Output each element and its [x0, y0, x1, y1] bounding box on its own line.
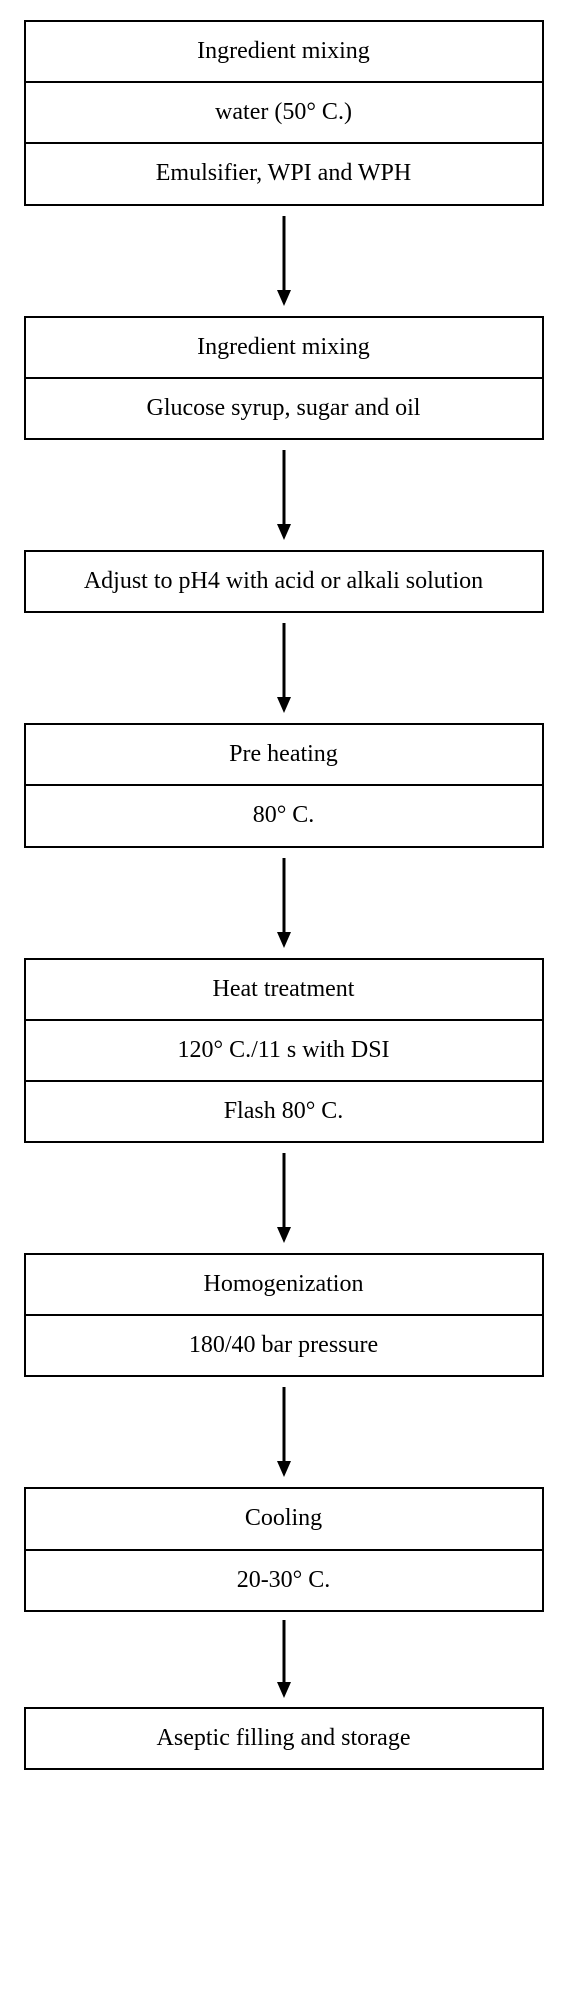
step-row: 20-30° C.: [26, 1551, 542, 1610]
arrow-down-icon: [274, 848, 294, 958]
step-row: Homogenization: [26, 1255, 542, 1316]
step-row: Aseptic filling and storage: [26, 1709, 542, 1768]
step-row: Flash 80° C.: [26, 1082, 542, 1141]
step-block: Pre heating 80° C.: [24, 723, 544, 847]
step-row: Ingredient mixing: [26, 318, 542, 379]
step-block: Homogenization 180/40 bar pressure: [24, 1253, 544, 1377]
step-block: Adjust to pH4 with acid or alkali soluti…: [24, 550, 544, 613]
step-row: Heat treatment: [26, 960, 542, 1021]
process-flowchart: Ingredient mixing water (50° C.) Emulsif…: [24, 20, 544, 1770]
step-row: 180/40 bar pressure: [26, 1316, 542, 1375]
step-block: Ingredient mixing water (50° C.) Emulsif…: [24, 20, 544, 206]
step-block: Aseptic filling and storage: [24, 1707, 544, 1770]
arrow-down-icon: [274, 1612, 294, 1707]
step-row: Glucose syrup, sugar and oil: [26, 379, 542, 438]
arrow-down-icon: [274, 206, 294, 316]
step-row: water (50° C.): [26, 83, 542, 144]
arrow-down-icon: [274, 1377, 294, 1487]
step-row: 120° C./11 s with DSI: [26, 1021, 542, 1082]
step-block: Cooling 20-30° C.: [24, 1487, 544, 1611]
step-row: 80° C.: [26, 786, 542, 845]
step-block: Ingredient mixing Glucose syrup, sugar a…: [24, 316, 544, 440]
arrow-down-icon: [274, 613, 294, 723]
arrow-down-icon: [274, 440, 294, 550]
step-row: Adjust to pH4 with acid or alkali soluti…: [26, 552, 542, 611]
step-row: Ingredient mixing: [26, 22, 542, 83]
arrow-down-icon: [274, 1143, 294, 1253]
step-row: Pre heating: [26, 725, 542, 786]
step-row: Cooling: [26, 1489, 542, 1550]
step-row: Emulsifier, WPI and WPH: [26, 144, 542, 203]
step-block: Heat treatment 120° C./11 s with DSI Fla…: [24, 958, 544, 1144]
